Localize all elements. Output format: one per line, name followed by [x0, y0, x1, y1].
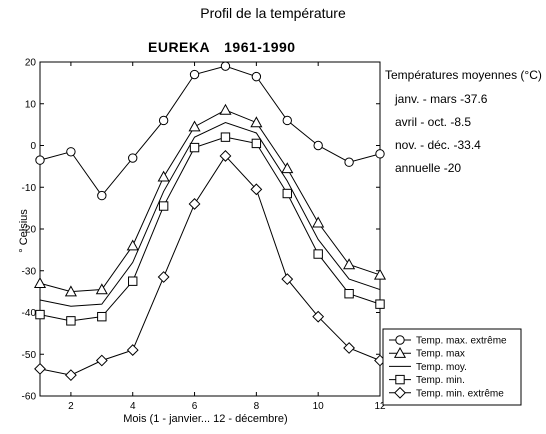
y-tick-label: -30 — [22, 266, 37, 277]
stat-row-apr-oct: avril - oct. -8.5 — [395, 115, 472, 129]
data-point-min-extreme — [312, 310, 325, 323]
data-point-max — [95, 283, 108, 295]
data-point-max — [64, 285, 77, 297]
data-point-max-extreme — [66, 147, 76, 157]
data-point-min — [97, 311, 107, 322]
stats-heading: Températures moyennes (°C) — [385, 68, 542, 82]
x-tick-label: 4 — [130, 401, 136, 412]
data-point-max — [188, 120, 201, 132]
legend-marker-min-extreme — [394, 386, 406, 399]
chart-title-station: EUREKA — [148, 39, 211, 55]
data-point-max — [281, 162, 294, 174]
data-point-max-extreme — [282, 115, 292, 126]
data-point-max — [373, 268, 387, 280]
data-point-min — [128, 276, 138, 286]
x-tick-label: 6 — [192, 401, 198, 412]
data-point-min — [158, 201, 169, 211]
legend-label-mean: Temp. moy. — [416, 362, 467, 373]
data-point-max — [219, 103, 232, 115]
data-point-min-extreme — [188, 198, 201, 210]
chart-title-period: 1961-1990 — [224, 39, 296, 55]
data-point-min — [189, 142, 200, 153]
data-point-min-extreme — [157, 271, 170, 283]
data-point-max-extreme — [313, 140, 323, 151]
data-point-max-extreme — [189, 69, 200, 80]
data-point-max-extreme — [220, 61, 231, 71]
plot-frame — [39, 61, 381, 397]
stat-row-jan-mar: janv. - mars -37.6 — [395, 92, 488, 106]
y-tick-label: -20 — [22, 225, 37, 236]
data-point-min-extreme — [126, 344, 139, 356]
data-point-min — [66, 316, 76, 326]
page-title: Profil de la température — [200, 5, 346, 21]
data-point-max — [312, 216, 325, 228]
data-point-max-extreme — [97, 190, 107, 201]
series-line-min-extreme — [39, 155, 381, 376]
x-tick-label: 8 — [254, 401, 260, 412]
series-line-min — [39, 136, 381, 322]
legend-label-min-extreme: Temp. min. extrême — [416, 388, 504, 399]
stat-row-annual: annuelle -20 — [395, 161, 462, 175]
y-tick-label: 20 — [25, 58, 37, 69]
data-point-min-extreme — [34, 362, 46, 375]
y-tick-label: 0 — [30, 141, 36, 152]
data-point-max — [343, 258, 356, 270]
legend-label-max: Temp. max — [416, 349, 465, 360]
legend-marker-min — [395, 374, 405, 385]
stat-row-nov-dec: nov. - déc. -33.4 — [395, 138, 481, 152]
data-point-max-extreme — [128, 153, 138, 163]
series-line-mean — [39, 121, 381, 307]
data-point-min-extreme — [95, 354, 108, 367]
data-point-min — [344, 289, 354, 299]
y-tick-label: 10 — [25, 99, 37, 110]
x-tick-label: 2 — [68, 401, 74, 412]
data-point-max-extreme — [35, 155, 45, 165]
series-line-max-extreme — [39, 65, 381, 197]
data-point-min-extreme — [219, 150, 232, 162]
data-point-max — [157, 170, 170, 182]
x-tick-label: 12 — [374, 401, 386, 412]
data-point-max-extreme — [344, 157, 354, 167]
data-point-min — [282, 188, 292, 199]
x-tick-label: 10 — [313, 401, 325, 412]
y-tick-label: -10 — [22, 183, 37, 194]
series-line-max — [39, 109, 381, 293]
data-point-max — [126, 239, 139, 251]
data-point-min — [251, 138, 262, 149]
data-point-max-extreme — [375, 149, 385, 159]
data-point-max — [250, 116, 263, 128]
data-point-min — [375, 299, 385, 309]
data-point-min — [220, 132, 231, 142]
data-point-max-extreme — [158, 115, 169, 126]
x-axis-label: Mois (1 - janvier... 12 - décembre) — [123, 413, 288, 425]
legend-marker-max — [393, 346, 407, 358]
legend-label-min: Temp. min. — [416, 375, 465, 386]
y-tick-label: -50 — [22, 350, 37, 361]
y-tick-label: -60 — [22, 392, 37, 403]
data-point-min — [35, 309, 45, 320]
chart-title: EUREKA 1961-1990 — [148, 39, 296, 55]
legend-label-max-extreme: Temp. max. extrême — [416, 336, 507, 347]
data-point-min-extreme — [250, 183, 263, 196]
data-point-min-extreme — [65, 369, 77, 382]
y-tick-label: -40 — [22, 308, 37, 319]
data-point-max-extreme — [251, 71, 262, 82]
data-point-min-extreme — [343, 342, 355, 354]
data-point-max — [33, 277, 47, 288]
data-point-min — [313, 249, 323, 259]
legend-marker-max-extreme — [395, 335, 405, 345]
data-point-min-extreme — [281, 273, 294, 286]
